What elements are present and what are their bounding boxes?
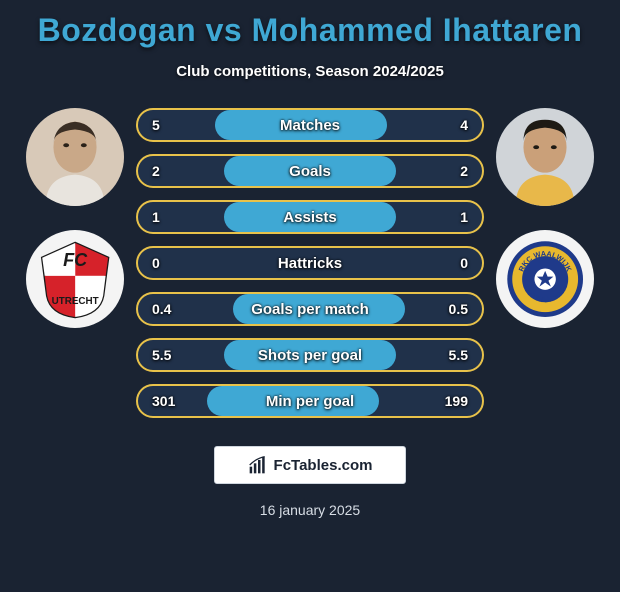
svg-text:UTRECHT: UTRECHT — [51, 296, 98, 307]
stat-row: 1 1 Assists — [136, 200, 484, 234]
stat-label: Matches — [280, 117, 340, 134]
stat-bars: 54Matches22Goals11Assists00Hattricks0.40… — [130, 108, 490, 418]
stat-value-right: 0 — [460, 255, 468, 271]
person-icon — [26, 108, 124, 206]
stat-value-left: 301 — [152, 393, 175, 409]
stat-value-right: 5.5 — [449, 347, 468, 363]
stat-row: 0.4 0.5 Goals per match — [136, 292, 484, 326]
brand-badge: FcTables.com — [214, 446, 406, 484]
stat-row: 5 4 Matches — [136, 108, 484, 142]
right-side: RKC WAALWIJK RKC WAALWIJK — [490, 108, 600, 328]
stat-label: Min per goal — [266, 393, 354, 410]
left-side: FC UTRECHT — [20, 108, 130, 328]
stat-value-right: 199 — [445, 393, 468, 409]
page-title: Bozdogan vs Mohammed Ihattaren — [0, 12, 620, 49]
stat-bar-right — [310, 156, 482, 186]
stat-value-left: 5.5 — [152, 347, 171, 363]
player-left-avatar — [26, 108, 124, 206]
stat-row: 301 199 Min per goal — [136, 384, 484, 418]
player-right-avatar — [496, 108, 594, 206]
stat-label: Assists — [283, 209, 336, 226]
person-icon — [496, 108, 594, 206]
stat-bar-left — [138, 156, 310, 186]
stat-label: Goals — [289, 163, 331, 180]
stat-label: Hattricks — [278, 255, 342, 272]
stat-value-left: 0.4 — [152, 301, 171, 317]
club-badge-icon: FC UTRECHT — [34, 238, 116, 320]
brand-text: FcTables.com — [274, 457, 373, 474]
subtitle: Club competitions, Season 2024/2025 — [0, 63, 620, 80]
stat-value-right: 4 — [460, 117, 468, 133]
stat-value-left: 2 — [152, 163, 160, 179]
stat-label: Shots per goal — [258, 347, 362, 364]
date-label: 16 january 2025 — [0, 502, 620, 518]
svg-text:FC: FC — [63, 250, 88, 270]
stat-row: 2 2 Goals — [136, 154, 484, 188]
stat-row: 0 0 Hattricks — [136, 246, 484, 280]
stat-value-left: 0 — [152, 255, 160, 271]
chart-icon — [248, 455, 268, 475]
stat-value-left: 1 — [152, 209, 160, 225]
stat-value-right: 0.5 — [449, 301, 468, 317]
player-right-club-badge: RKC WAALWIJK RKC WAALWIJK — [496, 230, 594, 328]
comparison-content: FC UTRECHT 5 4 Matches 2 2 Goals 1 1 Assists 0 0 Ha… — [0, 108, 620, 418]
club-badge-icon: RKC WAALWIJK RKC WAALWIJK — [504, 238, 586, 320]
stat-value-left: 5 — [152, 117, 160, 133]
stat-row: 5.5 5.5 Shots per goal — [136, 338, 484, 372]
stat-label: Goals per match — [251, 301, 369, 318]
stat-value-right: 1 — [460, 209, 468, 225]
stat-value-right: 2 — [460, 163, 468, 179]
player-left-club-badge: FC UTRECHT — [26, 230, 124, 328]
